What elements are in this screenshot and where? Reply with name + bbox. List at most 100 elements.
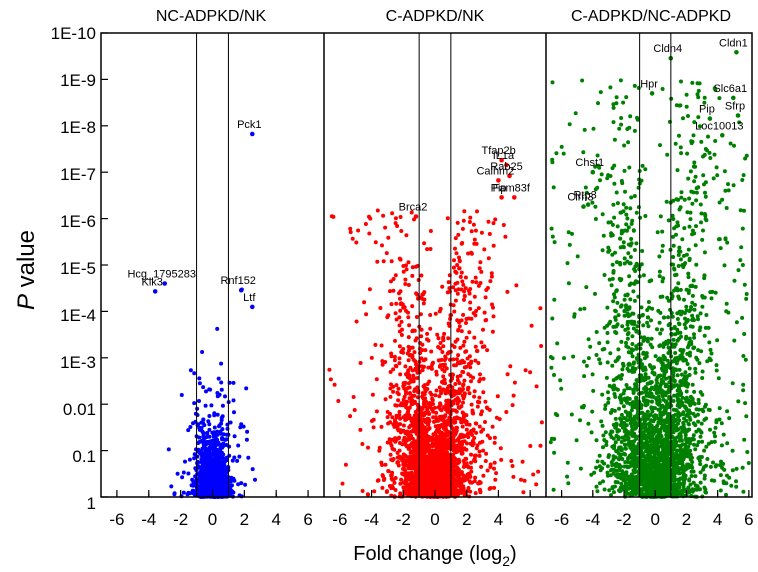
point-label: Ltf <box>243 292 256 304</box>
data-point <box>407 345 412 350</box>
data-point <box>166 447 171 452</box>
data-point <box>412 462 417 467</box>
data-point <box>392 358 397 363</box>
data-point <box>422 429 427 434</box>
data-point <box>389 302 394 307</box>
data-point <box>403 277 408 282</box>
data-point <box>390 211 395 216</box>
data-point <box>175 471 180 476</box>
data-point <box>485 468 490 473</box>
data-point <box>474 421 479 426</box>
data-point <box>392 354 397 359</box>
data-point <box>421 444 426 448</box>
data-point <box>370 392 375 397</box>
data-point <box>476 306 481 311</box>
data-point <box>392 424 397 429</box>
data-point <box>428 229 433 233</box>
data-point <box>397 361 402 366</box>
data-point <box>486 219 491 224</box>
data-point <box>457 387 462 392</box>
data-point <box>204 434 209 439</box>
data-point <box>477 379 482 384</box>
data-point <box>215 391 220 395</box>
data-point <box>472 241 477 246</box>
data-point <box>451 357 456 362</box>
data-point <box>481 376 486 381</box>
data-point <box>442 358 447 362</box>
data-point <box>700 237 705 242</box>
data-point <box>455 374 460 379</box>
data-point <box>469 469 474 474</box>
data-point <box>715 338 720 343</box>
data-point <box>220 437 224 442</box>
data-point <box>412 350 417 355</box>
data-point <box>456 327 461 332</box>
data-point <box>462 289 467 294</box>
data-point <box>197 399 201 403</box>
data-point <box>717 200 722 205</box>
data-point <box>454 357 459 362</box>
data-point <box>452 258 456 263</box>
data-point <box>360 489 365 493</box>
data-point <box>414 315 419 319</box>
data-point <box>187 457 192 462</box>
data-point <box>414 291 419 296</box>
data-point <box>207 414 212 418</box>
data-point <box>491 314 496 319</box>
data-point <box>406 407 411 411</box>
data-point <box>407 460 412 465</box>
data-point <box>367 287 372 292</box>
data-point <box>196 485 201 490</box>
data-point <box>377 448 382 453</box>
data-point <box>380 473 385 478</box>
data-point <box>367 214 371 219</box>
data-point <box>446 429 451 434</box>
data-point <box>455 401 460 406</box>
data-point <box>232 434 237 439</box>
data-point <box>243 482 248 487</box>
data-point <box>693 447 698 452</box>
data-point <box>348 226 353 231</box>
data-point <box>398 372 403 377</box>
data-point <box>404 482 409 487</box>
data-point <box>383 225 388 230</box>
data-point <box>699 139 704 144</box>
data-point <box>677 133 681 138</box>
data-point <box>397 344 402 349</box>
data-point <box>455 337 460 342</box>
data-point <box>454 270 459 275</box>
data-point <box>343 462 348 467</box>
data-point <box>538 443 543 448</box>
data-point <box>714 363 719 368</box>
data-point <box>509 459 514 463</box>
data-point <box>215 412 220 417</box>
data-point <box>209 468 214 473</box>
data-point <box>466 372 471 377</box>
data-point <box>594 465 599 470</box>
data-point <box>220 427 225 432</box>
data-point <box>212 441 217 446</box>
data-point <box>391 367 396 372</box>
data-point <box>469 452 473 457</box>
data-point <box>231 380 236 385</box>
data-point <box>451 285 456 290</box>
data-point <box>443 354 448 359</box>
data-point <box>742 437 747 442</box>
data-point <box>454 428 458 433</box>
data-point <box>444 366 449 371</box>
data-point <box>468 365 473 370</box>
data-point <box>371 425 376 430</box>
data-point <box>328 377 333 382</box>
data-point <box>422 364 426 369</box>
data-point <box>426 418 431 423</box>
data-point <box>420 465 425 470</box>
data-point <box>611 387 616 392</box>
data-point <box>214 454 219 459</box>
data-point <box>632 298 637 303</box>
data-point <box>463 286 468 291</box>
data-point <box>423 348 428 353</box>
data-point <box>628 255 633 259</box>
data-point <box>456 232 461 237</box>
data-point <box>351 395 356 399</box>
point-label: Klk3 <box>141 276 162 288</box>
